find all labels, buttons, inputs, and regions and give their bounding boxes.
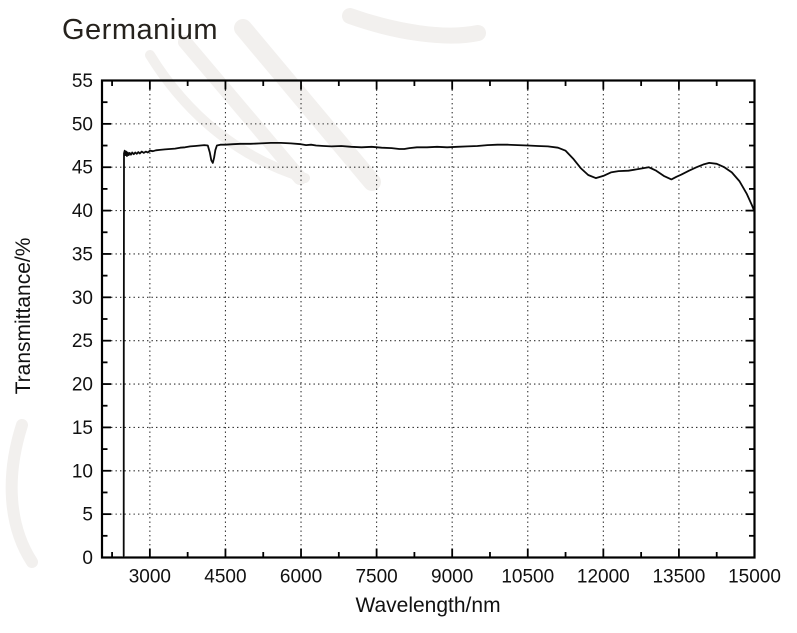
y-tick-label: 0 — [82, 548, 93, 569]
y-tick-label: 50 — [72, 114, 93, 135]
x-tick-label: 4500 — [204, 567, 246, 588]
x-axis-title: Wavelength/nm — [355, 594, 501, 617]
x-tick-label: 13500 — [652, 567, 705, 588]
y-tick-label: 5 — [82, 505, 93, 526]
x-tick-label: 15000 — [728, 567, 781, 588]
plot-border — [100, 79, 756, 559]
watermark-stroke — [234, 19, 381, 191]
y-axis-title: Transmittance/% — [12, 237, 35, 395]
y-tick-label: 45 — [72, 158, 93, 179]
watermark-stroke — [5, 419, 38, 568]
x-tick-label: 9000 — [431, 567, 473, 588]
y-tick-label: 55 — [72, 71, 93, 92]
x-tick-label: 10500 — [501, 567, 554, 588]
watermark-stroke — [145, 50, 310, 183]
y-tick-label: 10 — [72, 461, 93, 482]
y-tick-label: 40 — [72, 201, 93, 222]
y-tick-label: 20 — [72, 375, 93, 396]
y-tick-label: 25 — [72, 331, 93, 352]
x-tick-label: 12000 — [577, 567, 630, 588]
y-tick-label: 35 — [72, 244, 93, 265]
x-tick-label: 7500 — [355, 567, 397, 588]
watermark-stroke — [342, 8, 486, 44]
x-tick-label: 3000 — [129, 567, 171, 588]
watermark-stroke — [178, 35, 307, 185]
x-tick-label: 6000 — [280, 567, 322, 588]
chart-title: Germanium — [62, 14, 218, 46]
series-line — [122, 141, 756, 557]
y-tick-label: 30 — [72, 288, 93, 309]
y-tick-label: 15 — [72, 418, 93, 439]
